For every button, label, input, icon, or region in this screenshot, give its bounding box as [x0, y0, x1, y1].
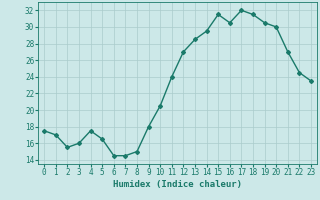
X-axis label: Humidex (Indice chaleur): Humidex (Indice chaleur): [113, 180, 242, 189]
